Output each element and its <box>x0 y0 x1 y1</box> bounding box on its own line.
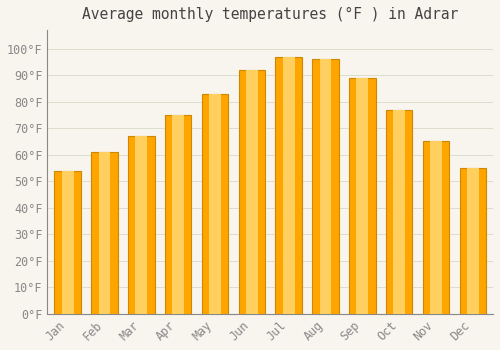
Bar <box>62 171 74 314</box>
Bar <box>282 57 294 314</box>
Bar <box>246 70 258 314</box>
Title: Average monthly temperatures (°F ) in Adrar: Average monthly temperatures (°F ) in Ad… <box>82 7 458 22</box>
Bar <box>393 110 405 314</box>
Bar <box>386 110 412 314</box>
Bar <box>467 168 479 314</box>
Bar <box>349 78 376 314</box>
Bar <box>98 152 110 314</box>
Bar <box>422 141 449 314</box>
Bar <box>209 94 221 314</box>
Bar <box>128 136 154 314</box>
Bar <box>312 59 338 314</box>
Bar <box>276 57 302 314</box>
Bar <box>92 152 118 314</box>
Bar <box>165 115 192 314</box>
Bar <box>202 94 228 314</box>
Bar <box>320 59 332 314</box>
Bar <box>430 141 442 314</box>
Bar <box>172 115 184 314</box>
Bar <box>136 136 147 314</box>
Bar <box>54 171 81 314</box>
Bar <box>460 168 486 314</box>
Bar <box>356 78 368 314</box>
Bar <box>238 70 265 314</box>
